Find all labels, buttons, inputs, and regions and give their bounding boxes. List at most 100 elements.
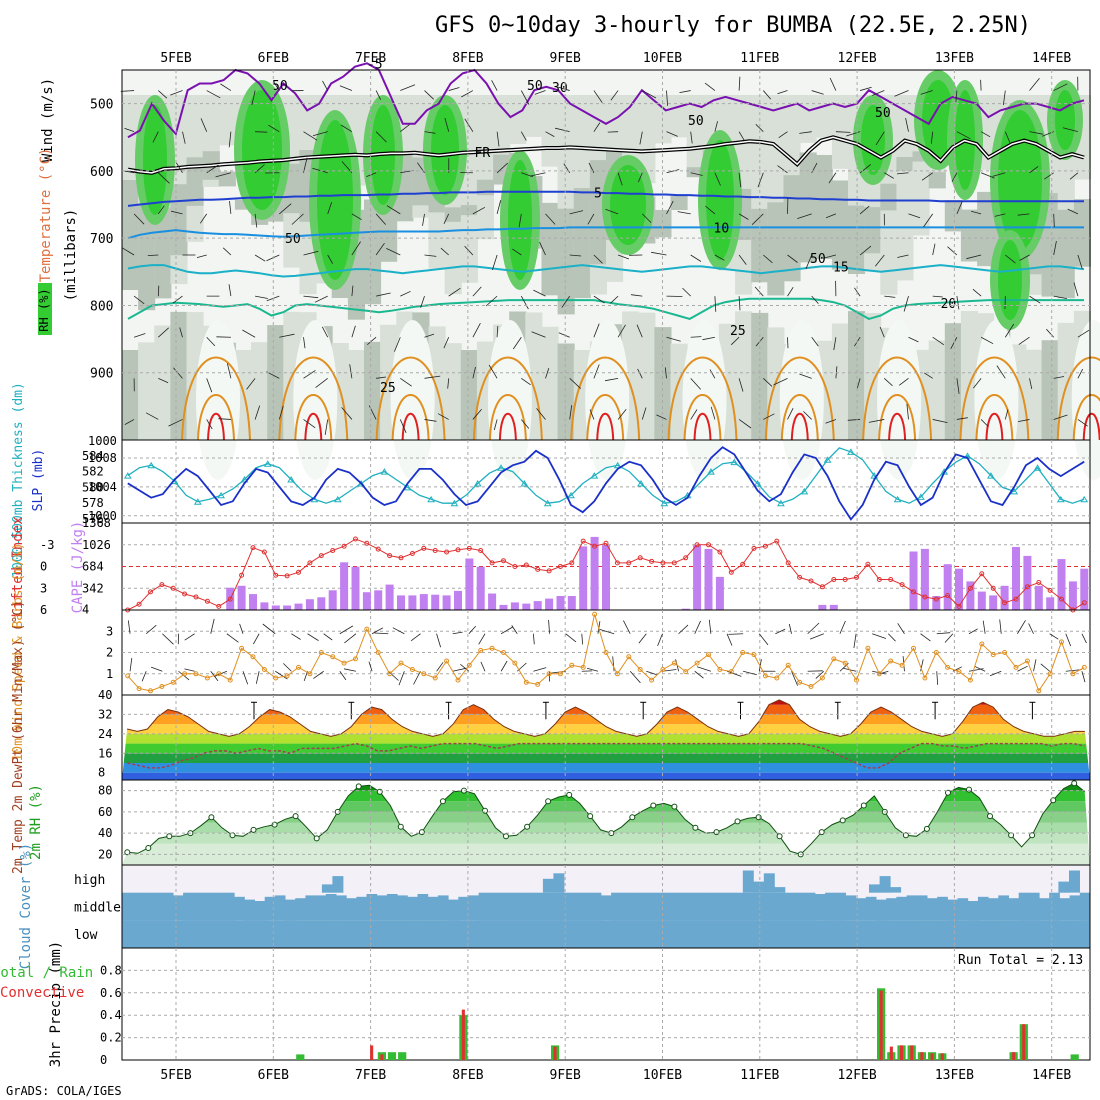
wind10m-barb (1028, 623, 1034, 634)
upper-wind-label: Wind (m/s) (40, 78, 56, 162)
lifted-index-point (865, 561, 871, 567)
wind10m-point (888, 658, 894, 664)
wind-barb (171, 210, 183, 215)
wind10m-barb (952, 666, 962, 672)
lifted-index-point (592, 543, 598, 549)
lifted-index-point (341, 543, 347, 549)
wind-barb (366, 172, 377, 177)
cloud-low-bar (886, 920, 897, 948)
wind-barb (121, 247, 135, 256)
thickness-line (127, 447, 1085, 504)
wind10m-point (671, 660, 677, 666)
lifted-index-point (728, 569, 734, 575)
wind-barb (859, 205, 870, 215)
cape-bar (385, 584, 394, 610)
wind-barb (690, 254, 702, 262)
cape-bar (340, 562, 349, 610)
wind10m-barb (989, 670, 1002, 677)
lifted-index-point (626, 560, 632, 566)
rh-grey-region (138, 205, 156, 311)
isotherm-30-contour (197, 394, 235, 441)
rh-point (418, 829, 425, 836)
wind10m-point (261, 667, 267, 672)
wind-barb (930, 131, 934, 144)
cloud-low-bar (407, 920, 418, 948)
cloud-middle-bar (682, 892, 694, 921)
rh-grey-region (848, 311, 866, 440)
wind-barb (738, 254, 747, 265)
cape-bar (545, 598, 554, 610)
wind-barb (1062, 127, 1078, 133)
isotherm-freezing-line-core (127, 136, 1085, 174)
wind-barb (690, 131, 693, 144)
cape-bar (431, 594, 440, 610)
cloud-low-bar (713, 920, 724, 948)
wind10m-barb (127, 620, 131, 634)
wind-barb (539, 241, 546, 256)
cloud-middle-bar (876, 899, 887, 921)
wind10m-point (375, 650, 381, 655)
lifted-index-point (660, 560, 666, 566)
lifted-index-point (159, 582, 165, 588)
wind-barb (464, 118, 474, 132)
wind-barb (738, 172, 742, 188)
cloud-middle-bar (743, 892, 755, 921)
cloud-middle-bar (376, 895, 388, 921)
lifted-index-point (706, 542, 711, 548)
wind-barb (803, 411, 812, 420)
rh-band (122, 833, 1090, 844)
wind-barb (828, 172, 837, 184)
cape-bar (249, 594, 257, 610)
lifted-cape-panel: -3 0 3 6 1368 1026 684 342 4 (40, 516, 1091, 617)
cloud-middle-bar (152, 892, 164, 921)
wind-barb (1005, 254, 1016, 264)
dry-column (682, 320, 727, 480)
lifted-index-point (808, 578, 814, 584)
isotherm-30-contour (683, 394, 722, 441)
cloud-high-bar (542, 878, 554, 893)
cape-bar (977, 591, 986, 610)
wind-barb (424, 333, 435, 338)
credit-text: GrADS: COLA/IGES (6, 1084, 122, 1098)
cape-bar (237, 585, 246, 610)
isotherm-line (127, 226, 1084, 240)
cloud-middle-bar (397, 895, 408, 921)
wind10m-point (546, 671, 552, 677)
wind10m-point (660, 667, 666, 672)
dry-column (293, 320, 338, 480)
wind10m-barb (410, 633, 421, 642)
wind-barb (172, 295, 183, 304)
cloud-low-bar (733, 920, 745, 948)
thickness-point (893, 495, 902, 503)
wind10m-point (762, 673, 768, 679)
lifted-tick-label: 3 (40, 581, 47, 595)
rh-contour-label: 50 (810, 252, 826, 267)
thickness-tick-label: 580 (82, 480, 104, 494)
wind-barb (811, 90, 824, 95)
thickness-tick-label: 584 (82, 449, 104, 463)
wind-barb (520, 295, 529, 310)
wind-barb (797, 213, 812, 219)
precip-convective-bar (380, 1054, 384, 1060)
wind-barb (437, 413, 449, 420)
cloud-low-bar (988, 920, 999, 948)
thickness-point (567, 491, 575, 499)
upper-rh-label: RH (%) (37, 288, 51, 331)
precip-convective-bar (940, 1053, 944, 1060)
wind-barb (536, 408, 546, 420)
cape-bar (1068, 581, 1077, 610)
lifted-index-point (580, 538, 586, 544)
cloud-low-bar (580, 920, 592, 948)
rh-grey-region (122, 350, 140, 440)
cloud-middle-bar (132, 892, 143, 921)
wind10m-barb (807, 622, 820, 635)
wind-barb (1029, 295, 1041, 304)
wind-barb (279, 203, 292, 215)
temp-tick-label: 16 (98, 746, 112, 760)
wind-barb (950, 337, 958, 349)
lifted-index-point (842, 577, 848, 582)
isotherm-25-contour (667, 356, 738, 441)
cape-tick-label: 342 (82, 581, 104, 595)
wind-barb (228, 131, 232, 148)
